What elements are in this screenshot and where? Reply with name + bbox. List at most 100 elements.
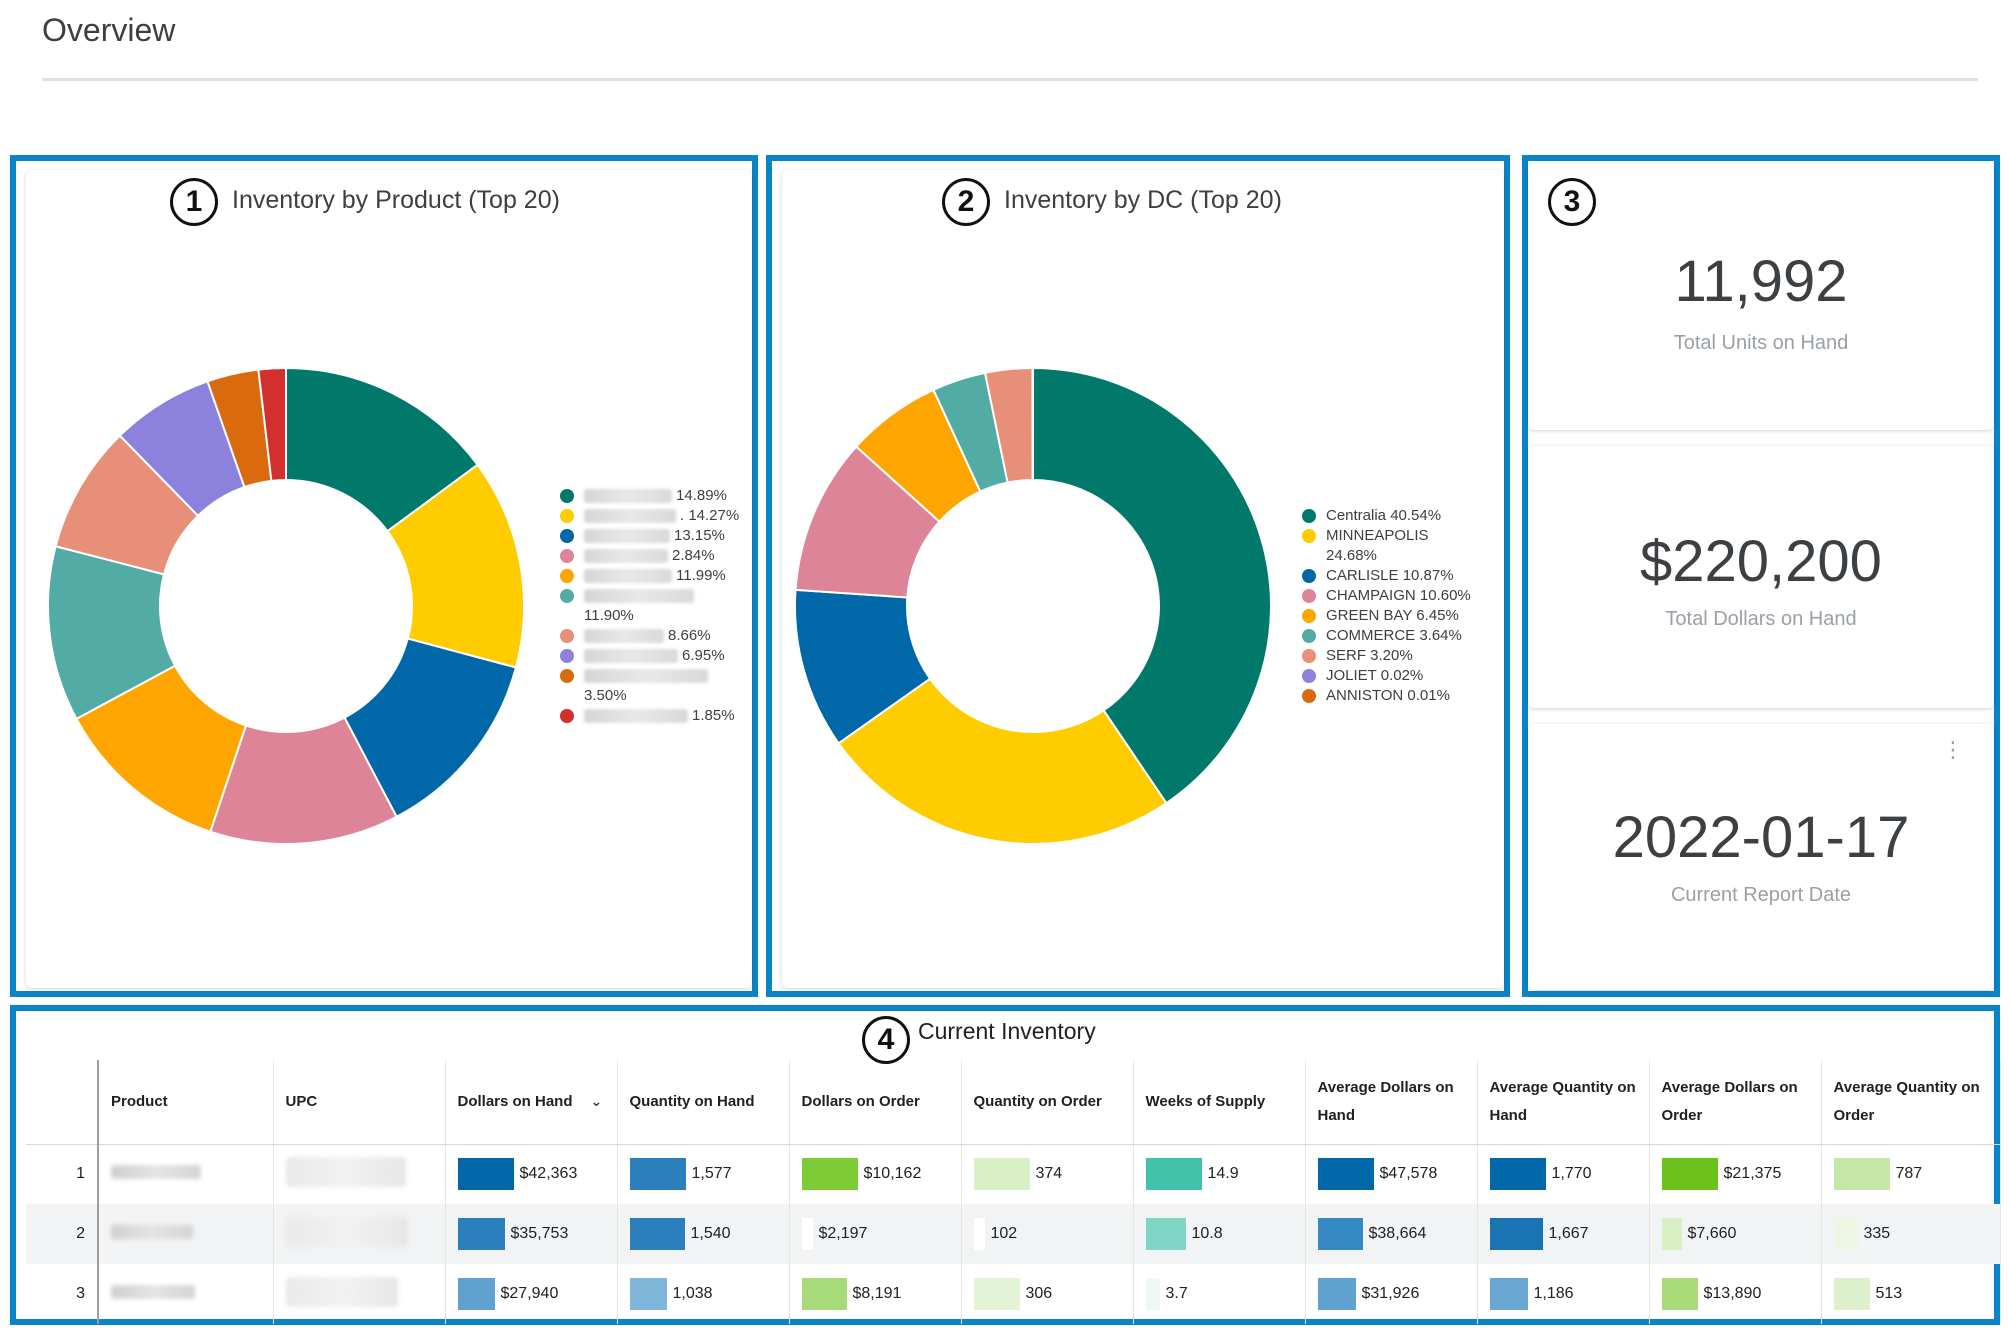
- data-bar: [1833, 1278, 1870, 1310]
- legend-item-product-3[interactable]: 13.15%: [560, 526, 760, 546]
- cell-value: $21,375: [1723, 1165, 1782, 1183]
- legend-item-product-5[interactable]: 11.99%: [560, 566, 760, 586]
- legend-label-dc-2: MINNEAPOLIS: [1326, 527, 1429, 544]
- header-avg-dollars-on-hand[interactable]: Average Dollars on Hand: [1305, 1060, 1478, 1145]
- legend-dot-dc-3: [1302, 569, 1316, 583]
- data-bar: [1833, 1158, 1890, 1191]
- legend-label-redacted: [584, 669, 708, 683]
- legend-value-product-4: 2.84%: [672, 547, 715, 564]
- chart-title-product: Inventory by Product (Top 20): [232, 186, 560, 214]
- data-bar: [1661, 1218, 1682, 1250]
- legend-dot-dc-1: [1302, 509, 1316, 523]
- cell-average-quantity-on-hand: 1,186: [1477, 1264, 1650, 1324]
- table-row[interactable]: 2 $35,753 1,540 $2,197 102 10.8 $38,664 1,667 $7…: [26, 1204, 2001, 1264]
- legend-item-product-4[interactable]: 2.84%: [560, 546, 760, 566]
- table-title: Current Inventory: [918, 1018, 1096, 1044]
- legend-value-product-6: 11.90%: [584, 607, 634, 624]
- cell-value: $10,162: [863, 1165, 922, 1183]
- legend-label-dc-9: ANNISTON 0.01%: [1326, 687, 1450, 704]
- cell-average-dollars-on-order: $7,660: [1649, 1204, 1822, 1264]
- card-inventory-by-dc[interactable]: 2 Inventory by DC (Top 20) Centralia 40.…: [782, 170, 1504, 988]
- sort-descending-icon[interactable]: ⌄: [590, 1093, 603, 1110]
- legend-label-redacted: [584, 489, 672, 503]
- upc-redacted: [285, 1156, 406, 1187]
- legend-item-dc-5[interactable]: GREEN BAY 6.45%: [1302, 606, 1502, 626]
- callout-badge-1: 1: [170, 178, 218, 226]
- legend-item-dc-3[interactable]: CARLISLE 10.87%: [1302, 566, 1502, 586]
- cell-value: 3.7: [1165, 1285, 1188, 1302]
- legend-dot-dc-8: [1302, 669, 1316, 683]
- legend-dot-product-3: [560, 529, 574, 543]
- donut-chart-dc[interactable]: [793, 366, 1273, 846]
- kpi-card-report-date[interactable]: ⋮ 2022-01-17 Current Report Date: [1528, 724, 1994, 990]
- cell-weeks-of-supply: 3.7: [1133, 1264, 1306, 1324]
- legend-item-product-9[interactable]: [560, 666, 760, 686]
- kpi-card-dollars[interactable]: $220,200 Total Dollars on Hand: [1528, 446, 1994, 708]
- kpi-card-units[interactable]: 3 11,992 Total Units on Hand: [1528, 162, 1994, 430]
- header-dollars-on-hand[interactable]: Dollars on Hand ⌄: [445, 1060, 618, 1145]
- legend-item-dc-8[interactable]: JOLIET 0.02%: [1302, 666, 1502, 686]
- header-product[interactable]: Product: [98, 1060, 274, 1145]
- cell-value: 374: [1035, 1165, 1063, 1183]
- legend-item-product-2[interactable]: . 14.27%: [560, 506, 760, 526]
- kpi-report-date-value: 2022-01-17: [1612, 805, 1910, 870]
- product-name-redacted: [111, 1224, 193, 1239]
- cell-value: 1,577: [691, 1165, 732, 1183]
- data-bar: [1145, 1158, 1202, 1191]
- legend-dot-product-7: [560, 629, 574, 643]
- kpi-report-date-label: Current Report Date: [1670, 884, 1852, 906]
- cell-value: $27,940: [500, 1285, 559, 1302]
- legend-item-dc-1[interactable]: Centralia 40.54%: [1302, 506, 1502, 526]
- cell-weeks-of-supply: 10.8: [1133, 1204, 1306, 1264]
- product-slice-1[interactable]: [285, 366, 479, 533]
- legend-item-dc-9[interactable]: ANNISTON 0.01%: [1302, 686, 1502, 706]
- header-quantity-on-hand[interactable]: Quantity on Hand: [617, 1060, 790, 1145]
- dc-slice-2[interactable]: [837, 677, 1168, 845]
- legend-label-redacted: [584, 629, 664, 643]
- data-bar: [1489, 1278, 1528, 1310]
- legend-item-dc-6[interactable]: COMMERCE 3.64%: [1302, 626, 1502, 646]
- cell-value: 306: [1025, 1285, 1053, 1302]
- table-header-row: Product UPC Dollars on Hand ⌄ Quantity on…: [26, 1060, 2001, 1145]
- more-options-icon[interactable]: ⋮: [1942, 737, 1964, 762]
- frame-inventory-by-product: [10, 155, 758, 997]
- donut-chart-product[interactable]: [46, 366, 526, 846]
- cell-product: [98, 1204, 274, 1264]
- legend-item-dc-2[interactable]: MINNEAPOLIS: [1302, 526, 1502, 546]
- data-bar: [1661, 1278, 1698, 1310]
- product-slice-10[interactable]: [257, 366, 287, 482]
- header-avg-quantity-on-order[interactable]: Average Quantity on Order: [1821, 1060, 2001, 1145]
- table-row[interactable]: 3 $27,940 1,038 $8,191 306 3.7 $31,926 1,186 $13…: [26, 1264, 2001, 1324]
- header-upc[interactable]: UPC: [273, 1060, 446, 1145]
- legend-dc: Centralia 40.54% MINNEAPOLIS 24.68% CARLISL…: [1302, 506, 1502, 706]
- legend-item-product-1[interactable]: 14.89%: [560, 486, 760, 506]
- legend-item-product-6[interactable]: [560, 586, 760, 606]
- legend-item-product-8[interactable]: 6.95%: [560, 646, 760, 666]
- legend-label-redacted: [584, 529, 670, 543]
- legend-item-product-10[interactable]: 1.85%: [560, 706, 760, 726]
- legend-value-product-5: 11.99%: [676, 567, 726, 584]
- cell-value: 1,186: [1533, 1285, 1574, 1302]
- legend-value-product-10: 1.85%: [692, 707, 735, 724]
- cell-average-quantity-on-hand: 1,770: [1477, 1144, 1650, 1204]
- data-bar: [1489, 1218, 1543, 1250]
- legend-dot-dc-2: [1302, 529, 1316, 543]
- table-row[interactable]: 1 $42,363 1,577 $10,162 374 14.9 $47,578 1,770 $…: [26, 1144, 2001, 1204]
- legend-dot-product-8: [560, 649, 574, 663]
- header-dollars-on-order[interactable]: Dollars on Order: [789, 1060, 962, 1145]
- cell-value: 787: [1895, 1165, 1923, 1183]
- legend-dot-product-2: [560, 509, 574, 523]
- title-divider: [42, 78, 1978, 81]
- legend-item-product-7[interactable]: 8.66%: [560, 626, 760, 646]
- header-quantity-on-order[interactable]: Quantity on Order: [961, 1060, 1134, 1145]
- header-avg-quantity-on-hand[interactable]: Average Quantity on Hand: [1477, 1060, 1650, 1145]
- legend-item-dc-4[interactable]: CHAMPAIGN 10.60%: [1302, 586, 1502, 606]
- card-inventory-by-product[interactable]: 1 Inventory by Product (Top 20) 14.89% . …: [26, 170, 752, 988]
- page-title: Overview: [42, 12, 176, 48]
- product-name-redacted: [111, 1164, 201, 1179]
- header-avg-dollars-on-order[interactable]: Average Dollars on Order: [1649, 1060, 1822, 1145]
- dc-slice-1[interactable]: [1032, 366, 1272, 805]
- header-weeks-of-supply[interactable]: Weeks of Supply: [1133, 1060, 1306, 1145]
- legend-item-dc-7[interactable]: SERF 3.20%: [1302, 646, 1502, 666]
- data-bar: [629, 1278, 667, 1310]
